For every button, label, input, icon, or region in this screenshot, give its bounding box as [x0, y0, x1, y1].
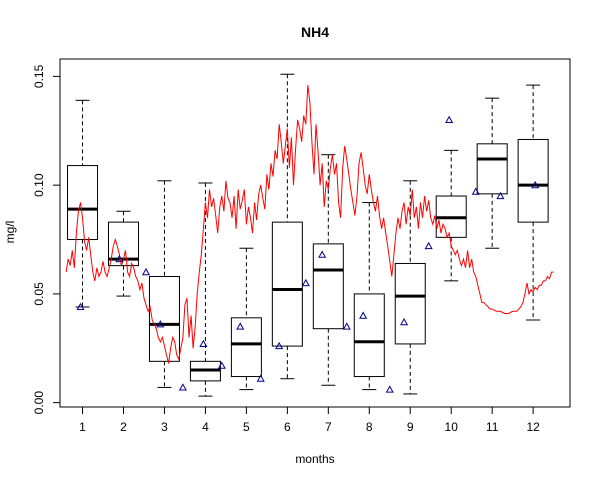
- mean-point-marker: [342, 322, 351, 330]
- x-tick-label: 6: [284, 420, 291, 434]
- x-tick-label: 1: [79, 420, 86, 434]
- x-tick-label: 11: [486, 420, 499, 434]
- mean-point-marker: [445, 115, 454, 123]
- x-tick-label: 2: [120, 420, 127, 434]
- y-axis-label: mg/l: [3, 221, 17, 244]
- plot-area: [65, 73, 554, 397]
- x-tick-label: 10: [445, 420, 459, 434]
- mean-point-marker: [141, 267, 151, 276]
- mean-point-marker: [301, 278, 310, 287]
- box-month-6: [271, 73, 303, 380]
- plot-frame: [59, 58, 571, 408]
- box-month-5: [230, 247, 262, 391]
- box-iqr: [148, 276, 180, 362]
- box-iqr: [353, 293, 385, 378]
- mean-point-marker: [531, 180, 540, 189]
- box-iqr: [67, 165, 99, 241]
- mean-point-marker: [178, 383, 187, 391]
- box-iqr: [394, 262, 426, 345]
- mean-point-marker: [217, 361, 226, 369]
- x-tick-label: 12: [526, 420, 540, 434]
- x-axis-label: months: [295, 452, 334, 466]
- mean-point-marker: [236, 322, 245, 330]
- x-tick-label: 7: [325, 420, 332, 434]
- y-tick-label: 0.00: [32, 391, 46, 415]
- y-tick-label: 0.15: [32, 64, 46, 88]
- x-tick-label: 4: [202, 420, 209, 434]
- box-month-11: [476, 97, 508, 249]
- box-month-8: [353, 202, 385, 391]
- x-tick-label: 5: [243, 420, 250, 434]
- mean-point-marker: [256, 374, 265, 382]
- box-iqr: [476, 143, 508, 195]
- concentration-line-series: [65, 85, 554, 364]
- mean-point-marker: [424, 241, 433, 250]
- y-tick-label: 0.05: [32, 282, 46, 306]
- mean-point-marker: [76, 302, 85, 311]
- box-iqr: [517, 138, 549, 223]
- mean-point-marker: [115, 254, 124, 263]
- mean-point-marker: [496, 191, 505, 200]
- box-month-7: [312, 154, 344, 386]
- x-tick-label: 9: [407, 420, 414, 434]
- mean-point-marker: [400, 317, 409, 326]
- mean-point-marker: [199, 339, 208, 347]
- mean-point-marker: [318, 250, 327, 258]
- x-tick-label: 3: [161, 420, 168, 434]
- mean-point-marker: [471, 187, 480, 195]
- axes: 1 2 3 4 5 6 7 8 9 10 11 120.000.050.100.15: [32, 64, 540, 434]
- box-iqr: [230, 317, 262, 378]
- box-month-9: [394, 180, 426, 395]
- y-tick-label: 0.10: [32, 173, 46, 197]
- box-iqr: [107, 221, 139, 267]
- mean-point-marker: [359, 311, 368, 319]
- mean-point-marker: [275, 341, 284, 350]
- mean-point-marker: [385, 385, 394, 393]
- box-iqr: [271, 221, 303, 347]
- x-tick-label: 8: [366, 420, 373, 434]
- mean-point-marker: [156, 320, 165, 328]
- box-month-4: [189, 182, 221, 397]
- box-iqr: [312, 243, 344, 330]
- chart-title: NH4: [301, 24, 329, 40]
